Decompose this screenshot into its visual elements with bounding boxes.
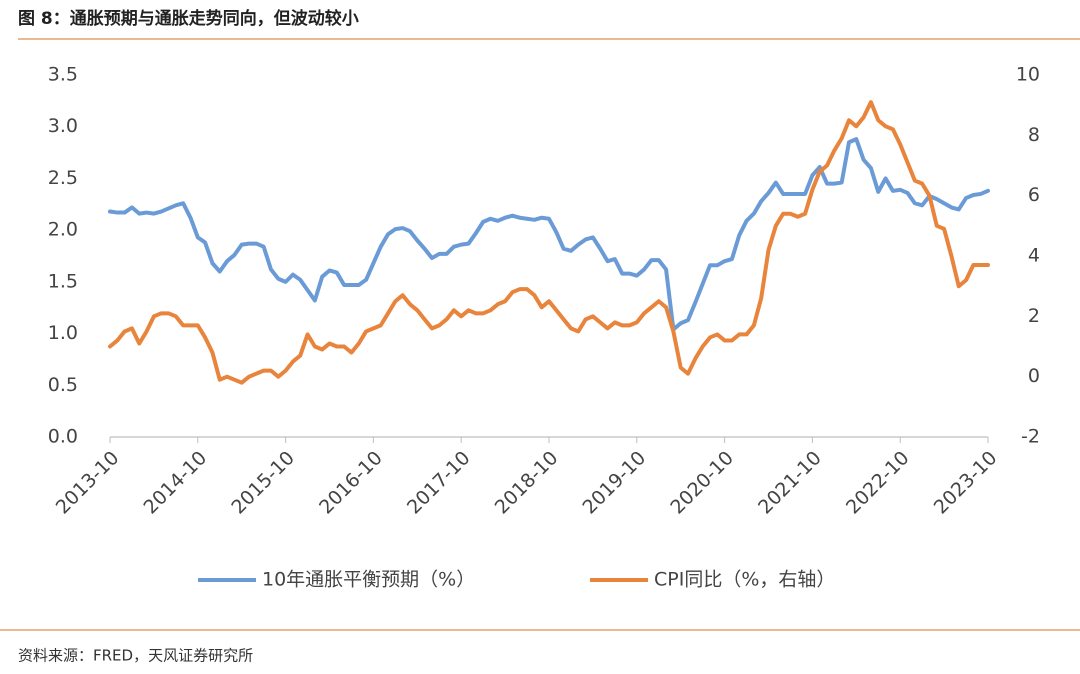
y-tick-label: 3.5 bbox=[48, 64, 78, 86]
y2-tick-label: -2 bbox=[1021, 426, 1040, 448]
series-line bbox=[108, 100, 990, 385]
x-tick-label: 2013-10 bbox=[52, 447, 124, 519]
x-tick-label: 2022-10 bbox=[842, 447, 914, 519]
x-tick-label: 2020-10 bbox=[666, 447, 738, 519]
x-tick-label: 2014-10 bbox=[140, 447, 212, 519]
series-line bbox=[108, 137, 990, 332]
x-tick-label: 2016-10 bbox=[315, 447, 387, 519]
x-tick-label: 2015-10 bbox=[227, 447, 299, 519]
x-tick-label: 2023-10 bbox=[930, 447, 1002, 519]
y-tick-label: 1.0 bbox=[48, 322, 78, 344]
y-tick-label: 2.0 bbox=[48, 219, 78, 241]
y-tick-label: 0.0 bbox=[48, 426, 78, 448]
x-tick-label: 2017-10 bbox=[403, 447, 475, 519]
legend-label: CPI同比（%，右轴） bbox=[654, 569, 835, 591]
y2-tick-label: 4 bbox=[1028, 245, 1040, 267]
y2-tick-label: 10 bbox=[1016, 64, 1040, 86]
y-tick-label: 1.5 bbox=[48, 270, 78, 292]
x-tick-label: 2019-10 bbox=[579, 447, 651, 519]
y-tick-label: 0.5 bbox=[48, 374, 78, 396]
y2-tick-label: 8 bbox=[1028, 124, 1040, 146]
y2-tick-label: 6 bbox=[1028, 184, 1040, 206]
x-tick-label: 2018-10 bbox=[491, 447, 563, 519]
y2-tick-label: 0 bbox=[1028, 365, 1040, 387]
source-note: 资料来源：FRED，天风证券研究所 bbox=[18, 647, 253, 665]
y2-tick-label: 2 bbox=[1028, 305, 1040, 327]
legend-label: 10年通胀平衡预期（%） bbox=[262, 569, 475, 591]
y-tick-label: 2.5 bbox=[48, 167, 78, 189]
x-tick-label: 2021-10 bbox=[754, 447, 826, 519]
y-tick-label: 3.0 bbox=[48, 115, 78, 137]
chart-title: 图 8：通胀预期与通胀走势同向，但波动较小 bbox=[18, 8, 359, 29]
